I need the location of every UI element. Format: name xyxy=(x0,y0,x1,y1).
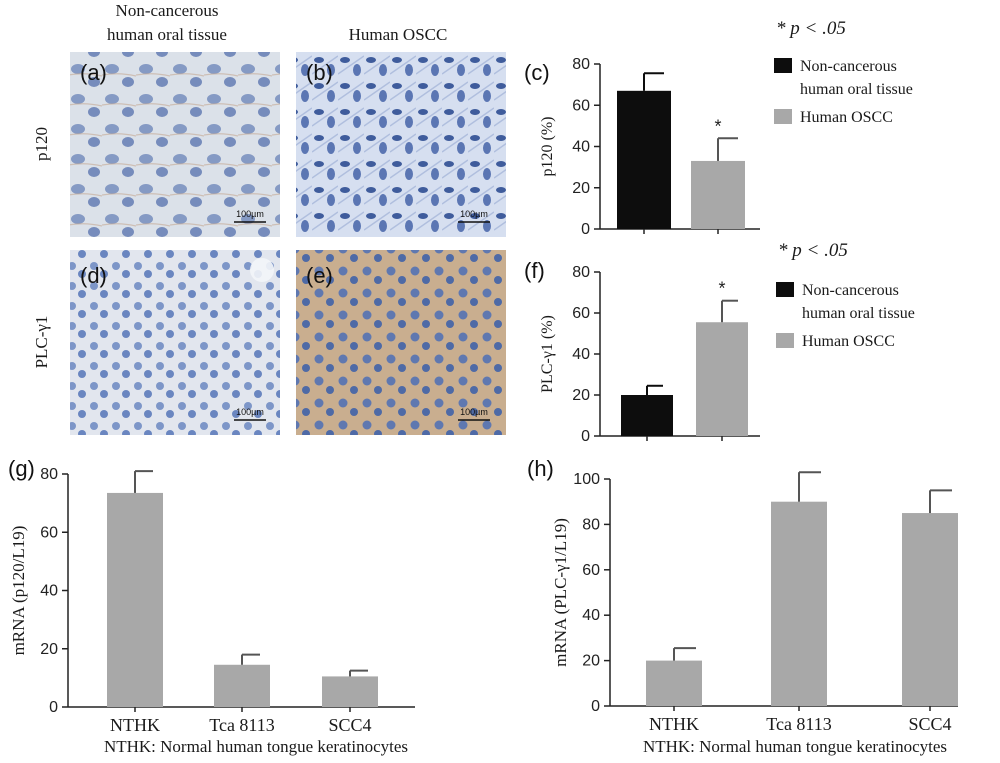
y-axis-label: p120 (%) xyxy=(539,117,556,177)
panel-label: (c) xyxy=(524,60,550,85)
significance-note: * p < .05 xyxy=(778,240,848,261)
y-tick-label: 60 xyxy=(572,305,590,322)
y-tick-label: 40 xyxy=(572,346,590,363)
legend-label: Human OSCC xyxy=(802,333,895,350)
legend-swatch-oscc xyxy=(774,109,792,124)
bar xyxy=(621,395,673,436)
legend-label: human oral tissue xyxy=(800,81,913,98)
row-label-p120: p120 xyxy=(32,127,51,161)
scale-label: 100µm xyxy=(236,209,264,219)
legend-label: human oral tissue xyxy=(802,305,915,322)
chart-g: (g) 0 20 40 60 80 mRNA (p120/L19) NTHK Tca 8113 S… xyxy=(8,456,415,756)
bar xyxy=(322,676,378,707)
y-tick-label: 60 xyxy=(40,524,58,541)
legend-swatch-noncancerous xyxy=(774,58,792,73)
y-tick-label: 80 xyxy=(582,516,600,533)
scale-label: 100µm xyxy=(460,407,488,417)
panel-label: (h) xyxy=(527,456,554,481)
footnote: NTHK: Normal human tongue keratinocytes xyxy=(643,737,947,756)
panel-label: (g) xyxy=(8,456,35,481)
y-tick-label: 100 xyxy=(573,471,600,488)
bar xyxy=(214,664,270,707)
column-header-oscc: Human OSCC xyxy=(349,25,448,44)
panel-label: (f) xyxy=(524,258,545,283)
legend-label: Non-cancerous xyxy=(800,58,897,75)
bar xyxy=(617,90,671,229)
y-axis-label: PLC-γ1 (%) xyxy=(539,315,556,393)
micrograph-d: (d) 100µm xyxy=(70,250,280,435)
legend-swatch-noncancerous xyxy=(776,282,794,297)
y-tick-label: 60 xyxy=(582,562,600,579)
x-tick-label: Tca 8113 xyxy=(766,714,832,734)
y-axis-label: mRNA (PLC-γ1/L19) xyxy=(551,518,570,667)
panel-label: (e) xyxy=(306,263,333,288)
y-tick-label: 20 xyxy=(572,180,590,197)
y-tick-label: 0 xyxy=(581,221,590,238)
y-tick-label: 0 xyxy=(581,428,590,445)
legend-swatch-oscc xyxy=(776,333,794,348)
panel-label: (a) xyxy=(80,60,107,85)
footnote: NTHK: Normal human tongue keratinocytes xyxy=(104,737,408,756)
bar xyxy=(107,492,163,707)
y-tick-label: 20 xyxy=(582,653,600,670)
legend-label: Non-cancerous xyxy=(802,282,899,299)
x-tick-label: NTHK xyxy=(649,714,699,734)
y-tick-label: 0 xyxy=(591,698,600,715)
micrograph-e: (e) 100µm xyxy=(296,250,506,435)
chart-f: (f) 0 20 40 60 80 PLC-γ1 (%) * Non-cancerous huma… xyxy=(524,240,915,445)
y-tick-label: 40 xyxy=(582,607,600,624)
column-header-noncancerous-line2: human oral tissue xyxy=(107,25,227,44)
micrograph-b: (b) 100µm xyxy=(296,52,506,237)
bar xyxy=(902,513,958,706)
y-tick-label: 60 xyxy=(572,97,590,114)
bar xyxy=(646,660,702,706)
bar xyxy=(771,501,827,706)
x-tick-label: SCC4 xyxy=(908,714,951,734)
x-tick-label: SCC4 xyxy=(328,715,371,735)
micrograph-a: (a) 100µm xyxy=(70,52,280,237)
column-header-noncancerous-line1: Non-cancerous xyxy=(116,1,219,20)
y-tick-label: 40 xyxy=(40,583,58,600)
x-tick-label: NTHK xyxy=(110,715,160,735)
scale-label: 100µm xyxy=(460,209,488,219)
chart-h: (h) 0 20 40 60 80 100 mRNA (PLC-γ1/L19) NTHK Tca … xyxy=(527,456,958,756)
x-tick-label: Tca 8113 xyxy=(209,715,275,735)
bar xyxy=(696,322,748,436)
panel-label: (b) xyxy=(306,60,333,85)
legend-label: Human OSCC xyxy=(800,109,893,126)
scale-label: 100µm xyxy=(236,407,264,417)
y-axis-label: mRNA (p120/L19) xyxy=(9,526,28,656)
bar xyxy=(691,160,745,229)
significance-marker: * xyxy=(714,116,721,136)
y-tick-label: 20 xyxy=(40,641,58,658)
y-tick-label: 80 xyxy=(572,56,590,73)
y-tick-label: 80 xyxy=(572,264,590,281)
row-label-plc: PLC-γ1 xyxy=(32,316,51,369)
y-tick-label: 20 xyxy=(572,387,590,404)
significance-marker: * xyxy=(718,279,725,299)
panel-label: (d) xyxy=(80,263,107,288)
chart-c: (c) 0 20 40 60 80 p120 (%) * Non-cancerous human … xyxy=(524,18,913,238)
significance-note: * p < .05 xyxy=(776,18,846,39)
y-tick-label: 40 xyxy=(572,139,590,156)
y-tick-label: 80 xyxy=(40,466,58,483)
y-tick-label: 0 xyxy=(49,699,58,716)
